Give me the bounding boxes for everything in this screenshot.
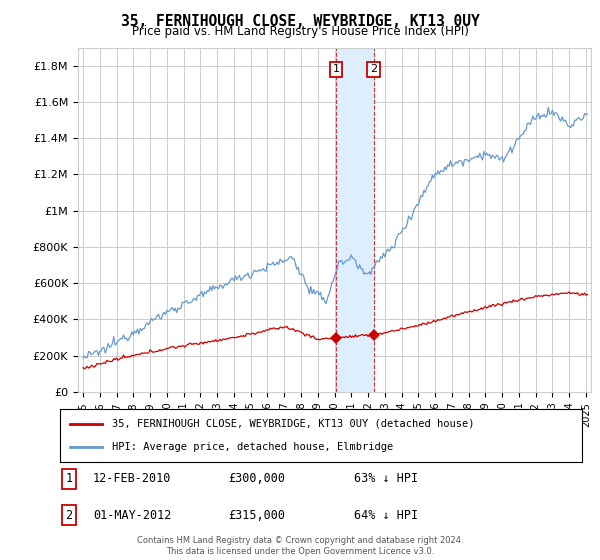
Text: 01-MAY-2012: 01-MAY-2012 <box>93 508 172 522</box>
Text: Contains HM Land Registry data © Crown copyright and database right 2024.
This d: Contains HM Land Registry data © Crown c… <box>137 536 463 556</box>
Bar <box>336 48 374 392</box>
Text: 12-FEB-2010: 12-FEB-2010 <box>93 472 172 486</box>
Text: Price paid vs. HM Land Registry's House Price Index (HPI): Price paid vs. HM Land Registry's House … <box>131 25 469 38</box>
Text: 2: 2 <box>370 64 377 74</box>
Text: 2: 2 <box>65 508 73 522</box>
Text: 64% ↓ HPI: 64% ↓ HPI <box>354 508 418 522</box>
Text: 35, FERNIHOUGH CLOSE, WEYBRIDGE, KT13 0UY (detached house): 35, FERNIHOUGH CLOSE, WEYBRIDGE, KT13 0U… <box>112 419 475 429</box>
Text: £300,000: £300,000 <box>228 472 285 486</box>
Text: £315,000: £315,000 <box>228 508 285 522</box>
Text: 35, FERNIHOUGH CLOSE, WEYBRIDGE, KT13 0UY: 35, FERNIHOUGH CLOSE, WEYBRIDGE, KT13 0U… <box>121 14 479 29</box>
Text: 63% ↓ HPI: 63% ↓ HPI <box>354 472 418 486</box>
Text: 1: 1 <box>65 472 73 486</box>
Text: 1: 1 <box>332 64 340 74</box>
Text: HPI: Average price, detached house, Elmbridge: HPI: Average price, detached house, Elmb… <box>112 442 394 452</box>
